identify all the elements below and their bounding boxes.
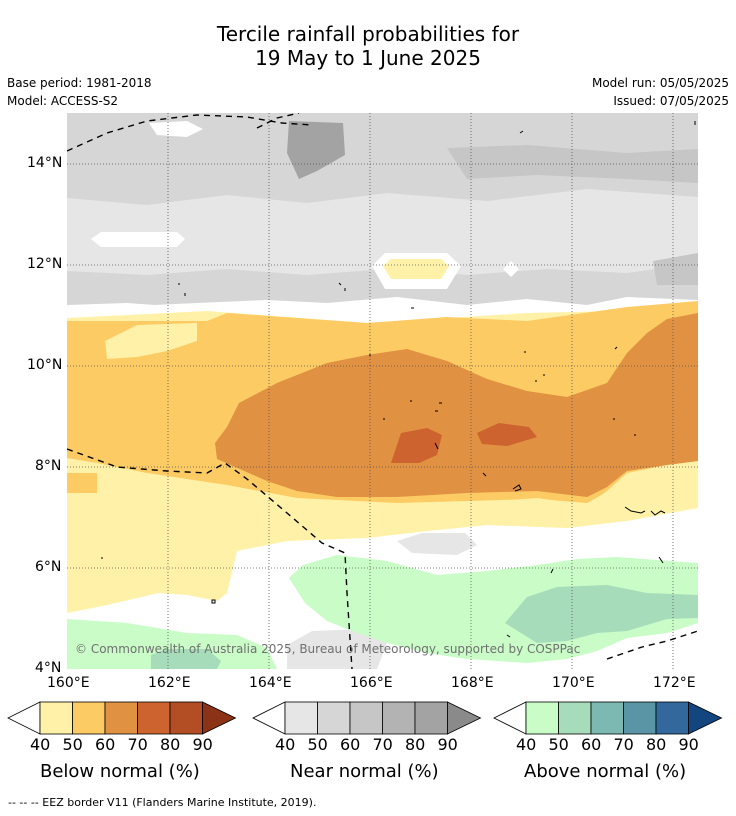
below-colorbar-segment (104, 701, 138, 735)
above-normal-label: Above normal (%) (524, 761, 687, 782)
below-normal-70-patch-a (391, 428, 442, 463)
lat-label-6n: 6°N (35, 559, 62, 575)
near-normal-60-patch (447, 145, 698, 183)
near-colorbar-tick: 70 (372, 735, 393, 754)
lat-label-8n: 8°N (35, 458, 62, 474)
below-colorbar-tick: 40 (30, 735, 51, 754)
near-colorbar-segment (414, 701, 448, 735)
title-line-2: 19 May to 1 June 2025 (255, 46, 481, 70)
near-colorbar-tick: 90 (437, 735, 458, 754)
lat-label-14n: 14°N (27, 155, 63, 171)
above-colorbar-segment (655, 701, 689, 735)
below-colorbar-segment (39, 701, 73, 735)
below-colorbar-tick: 60 (95, 735, 116, 754)
above-normal-50-south (151, 649, 221, 669)
above-colorbar-tick: 80 (646, 735, 667, 754)
graticule (67, 113, 698, 669)
colorbars (7, 701, 723, 735)
below-colorbar-tick: 80 (160, 735, 181, 754)
near-colorbar-extend-high (447, 701, 482, 735)
base-period: Base period: 1981-2018 (7, 76, 152, 90)
near-colorbar-tick: 50 (307, 735, 328, 754)
below-normal-50-south-cell (67, 473, 97, 493)
below-colorbar-extend-high (202, 701, 237, 735)
near-colorbar-tick: 60 (340, 735, 361, 754)
above-colorbar-extend-low (493, 701, 527, 735)
lat-label-4n: 4°N (35, 660, 62, 676)
below-normal-label: Below normal (%) (40, 761, 200, 782)
yellow-patch-north (383, 259, 449, 279)
map-title: Tercile rainfall probabilities for 19 Ma… (0, 22, 736, 70)
near-normal-40-south (397, 533, 477, 555)
near-colorbar-segment (317, 701, 351, 735)
below-colorbar-segment (137, 701, 171, 735)
below-colorbar-segment (72, 701, 106, 735)
above-normal-40-region (289, 555, 698, 663)
title-line-1: Tercile rainfall probabilities for (216, 22, 520, 46)
below-colorbar-extend-low (7, 701, 41, 735)
near-normal-40-band (67, 189, 698, 275)
near-normal-70-patch (287, 121, 345, 179)
below-normal-40-lobe (105, 323, 197, 359)
near-colorbar-extend-low (252, 701, 286, 735)
below-colorbar-tick: 90 (192, 735, 213, 754)
lon-label-166e: 166°E (350, 675, 393, 691)
lon-label-170e: 170°E (552, 675, 595, 691)
near-colorbar-segment (382, 701, 416, 735)
meta-left: Base period: 1981-2018 Model: ACCESS-S2 (7, 74, 152, 110)
lon-label-172e: 172°E (653, 675, 696, 691)
above-normal-50-patch (505, 585, 698, 643)
above-colorbar-tick: 90 (678, 735, 699, 754)
colorbar-near-normal (252, 701, 482, 735)
above-colorbar-extend-high (688, 701, 723, 735)
probability-map: © Commonwealth of Australia 2025, Bureau… (67, 113, 698, 669)
colorbar-below-normal (7, 701, 237, 735)
lon-label-164e: 164°E (249, 675, 292, 691)
grey-patch-right (653, 253, 698, 285)
model-name: Model: ACCESS-S2 (7, 94, 119, 108)
copyright-text: © Commonwealth of Australia 2025, Bureau… (75, 642, 580, 656)
lat-label-10n: 10°N (27, 357, 63, 373)
above-colorbar-tick: 50 (548, 735, 569, 754)
eez-borders (67, 113, 698, 669)
near-normal-white-hole (91, 232, 185, 247)
meta-right: Model run: 05/05/2025 Issued: 07/05/2025 (592, 74, 729, 110)
below-colorbar-tick: 70 (127, 735, 148, 754)
above-colorbar-tick: 60 (581, 735, 602, 754)
near-colorbar-segment (349, 701, 383, 735)
below-normal-60-region (215, 313, 698, 497)
above-colorbar-segment (623, 701, 657, 735)
above-colorbar-segment (558, 701, 592, 735)
near-colorbar-tick: 80 (405, 735, 426, 754)
near-normal-label: Near normal (%) (290, 761, 439, 782)
issued-date: Issued: 07/05/2025 (613, 94, 729, 108)
near-normal-40-bottom (287, 629, 387, 669)
lon-label-162e: 162°E (148, 675, 191, 691)
lon-label-168e: 168°E (451, 675, 494, 691)
island-markers (101, 121, 696, 638)
near-colorbar-tick: 40 (275, 735, 296, 754)
lon-label-160e: 160°E (47, 675, 90, 691)
above-normal-40-southwest (67, 619, 277, 669)
colorbar-above-normal (493, 701, 723, 735)
below-colorbar-segment (169, 701, 203, 735)
below-normal-40-band-south (67, 458, 698, 613)
above-colorbar-segment (590, 701, 624, 735)
above-colorbar-tick: 40 (516, 735, 537, 754)
model-run: Model run: 05/05/2025 (591, 76, 729, 90)
above-colorbar-segment (525, 701, 559, 735)
below-colorbar-tick: 50 (62, 735, 83, 754)
near-colorbar-segment (284, 701, 318, 735)
below-normal-70-patch-b (477, 423, 537, 446)
eez-footnote: -- -- -- EEZ border V11 (Flanders Marine… (8, 796, 317, 809)
above-colorbar-tick: 70 (613, 735, 634, 754)
lat-label-12n: 12°N (27, 256, 63, 272)
near-normal-white-hole-2 (149, 121, 203, 137)
